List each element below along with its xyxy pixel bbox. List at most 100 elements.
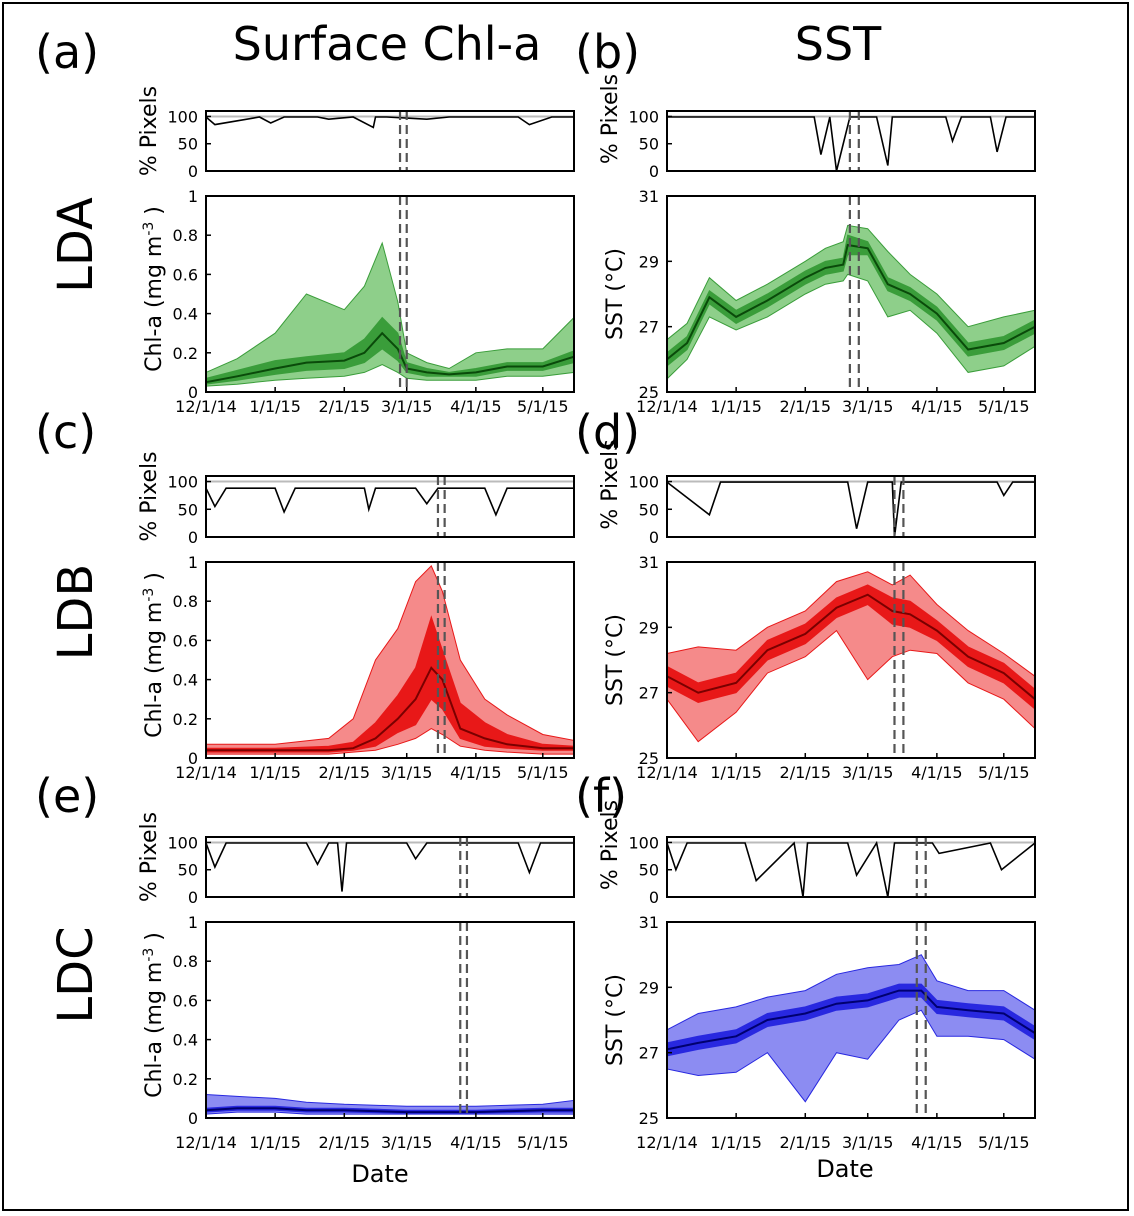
- pixels-y-tick-label-c-2: 0: [188, 528, 198, 547]
- x-tick-label-a-2: 2/1/15: [319, 397, 371, 416]
- y-tick-label-e-5: 0: [188, 1109, 198, 1128]
- y-tick-label-a-2: 0.6: [173, 265, 198, 284]
- panel-label-b: (b): [575, 25, 640, 79]
- row-label-ldb: LDB: [48, 564, 104, 661]
- pixels-y-tick-label-b-0: 100: [628, 107, 659, 126]
- y-tick-label-b-2: 27: [639, 318, 659, 337]
- x-tick-label-f-1: 1/1/15: [710, 1133, 762, 1152]
- x-tick-label-c-0: 12/1/14: [175, 763, 237, 782]
- y-tick-label-c-0: 1: [188, 553, 198, 572]
- pixels-line-d: [666, 481, 1035, 538]
- x-tick-label-a-3: 3/1/15: [381, 397, 433, 416]
- axes-box-b: [666, 195, 1036, 393]
- x-tick-label-d-5: 5/1/15: [978, 763, 1030, 782]
- median-line-f: [666, 989, 1036, 1051]
- pixels-y-axis-label-d: % Pixels: [598, 439, 623, 529]
- pixels-axes-box-a: [205, 110, 575, 172]
- pixels-y-axis-label-e: % Pixels: [137, 812, 162, 902]
- pixels-y-axis-label-c: % Pixels: [137, 451, 162, 541]
- axes-box-f: [666, 921, 1036, 1119]
- y-tick-label-d-1: 29: [639, 618, 659, 637]
- pixels-axes-box-d: [666, 475, 1036, 538]
- panel-label-c: (c): [35, 405, 96, 459]
- y-axis-label-a: Chl-a (mg m-3 ): [141, 206, 167, 372]
- pixels-axes-box-e: [205, 836, 575, 898]
- x-tick-label-e-2: 2/1/15: [319, 1133, 371, 1152]
- x-tick-label-d-3: 3/1/15: [842, 763, 894, 782]
- x-tick-label-a-0: 12/1/14: [175, 397, 237, 416]
- inner-band-b: [666, 234, 1036, 367]
- x-tick-label-a-5: 5/1/15: [517, 397, 569, 416]
- pixels-y-tick-label-b-2: 0: [649, 162, 659, 181]
- pixels-line-f: [666, 840, 1036, 898]
- x-axis-label-right: Date: [816, 1155, 873, 1183]
- title-right: SST: [795, 17, 882, 71]
- y-tick-label-c-2: 0.6: [173, 631, 198, 650]
- pixels-y-tick-label-e-2: 0: [188, 888, 198, 907]
- pixels-y-tick-label-d-2: 0: [649, 528, 659, 547]
- x-tick-label-b-0: 12/1/14: [636, 397, 698, 416]
- y-axis-label-e: Chl-a (mg m-3 ): [141, 932, 167, 1098]
- x-tick-label-c-1: 1/1/15: [249, 763, 301, 782]
- y-tick-label-f-3: 25: [639, 1109, 659, 1128]
- x-tick-label-c-2: 2/1/15: [319, 763, 371, 782]
- median-line-d: [666, 593, 1036, 700]
- axes-box-e: [205, 921, 575, 1119]
- x-tick-label-d-0: 12/1/14: [636, 763, 698, 782]
- x-tick-label-f-3: 3/1/15: [842, 1133, 894, 1152]
- x-tick-label-c-4: 4/1/15: [450, 763, 502, 782]
- pixels-y-tick-label-e-0: 100: [167, 833, 198, 852]
- median-line-c: [206, 666, 574, 752]
- y-tick-label-e-1: 0.8: [173, 952, 198, 971]
- pixels-y-tick-label-a-0: 100: [167, 107, 198, 126]
- x-tick-label-e-0: 12/1/14: [175, 1133, 237, 1152]
- median-line-e: [205, 1107, 574, 1114]
- y-tick-label-f-2: 27: [639, 1044, 659, 1063]
- x-tick-label-e-1: 1/1/15: [249, 1133, 301, 1152]
- row-label-ldc: LDC: [48, 926, 104, 1023]
- median-line-a: [205, 331, 575, 384]
- x-tick-label-b-2: 2/1/15: [780, 397, 832, 416]
- x-tick-label-e-3: 3/1/15: [381, 1133, 433, 1152]
- x-tick-label-b-5: 5/1/15: [978, 397, 1030, 416]
- y-tick-label-e-4: 0.2: [173, 1070, 198, 1089]
- y-tick-label-b-0: 31: [639, 187, 659, 206]
- panel-label-e: (e): [35, 769, 99, 823]
- y-axis-label-c: Chl-a (mg m-3 ): [141, 572, 167, 738]
- y-tick-label-b-1: 29: [639, 252, 659, 271]
- y-tick-label-d-3: 25: [639, 749, 659, 768]
- pixels-y-tick-label-f-1: 50: [639, 861, 659, 880]
- y-tick-label-c-1: 0.8: [173, 592, 198, 611]
- x-tick-label-f-4: 4/1/15: [911, 1133, 963, 1152]
- outer-band-f: [666, 954, 1036, 1103]
- pixels-y-tick-label-d-1: 50: [639, 500, 659, 519]
- y-tick-label-c-5: 0: [188, 749, 198, 768]
- axes-box-c: [205, 561, 575, 759]
- x-tick-label-e-5: 5/1/15: [517, 1133, 569, 1152]
- pixels-line-a: [205, 116, 574, 129]
- pixels-y-axis-label-f: % Pixels: [598, 800, 623, 890]
- y-tick-label-c-3: 0.4: [173, 671, 198, 690]
- median-line-b: [666, 243, 1036, 361]
- x-tick-label-d-1: 1/1/15: [710, 763, 762, 782]
- y-tick-label-a-3: 0.4: [173, 305, 198, 324]
- y-tick-label-e-0: 1: [188, 913, 198, 932]
- y-tick-label-c-4: 0.2: [173, 710, 198, 729]
- y-tick-label-e-2: 0.6: [173, 991, 198, 1010]
- y-tick-label-d-2: 27: [639, 684, 659, 703]
- y-tick-label-a-0: 1: [188, 187, 198, 206]
- x-tick-label-e-4: 4/1/15: [450, 1133, 502, 1152]
- y-tick-label-d-0: 31: [639, 553, 659, 572]
- x-tick-label-c-3: 3/1/15: [381, 763, 433, 782]
- y-tick-label-f-0: 31: [639, 913, 659, 932]
- x-tick-label-f-0: 12/1/14: [636, 1133, 698, 1152]
- panel-label-f: (f): [575, 769, 627, 823]
- x-tick-label-d-4: 4/1/15: [911, 763, 963, 782]
- pixels-y-axis-label-b: % Pixels: [598, 74, 623, 164]
- y-tick-label-b-3: 25: [639, 383, 659, 402]
- pixels-y-tick-label-c-0: 100: [167, 473, 198, 492]
- x-tick-label-a-1: 1/1/15: [249, 397, 301, 416]
- row-label-lda: LDA: [48, 197, 104, 293]
- pixels-y-tick-label-d-0: 100: [628, 473, 659, 492]
